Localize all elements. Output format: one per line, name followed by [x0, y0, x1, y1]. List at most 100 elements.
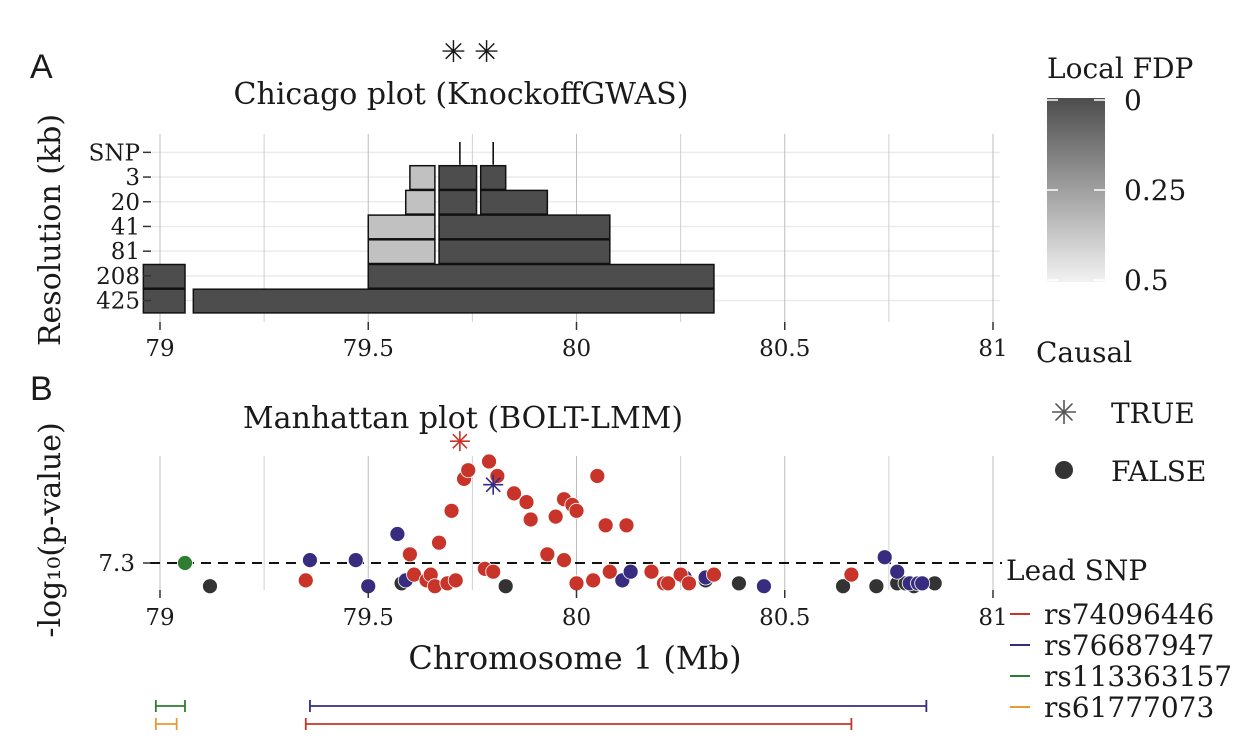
- chicago-blocks: [142, 142, 715, 314]
- manhattan-point: [202, 578, 218, 595]
- causal-point-star: [483, 474, 504, 495]
- chicago-block: [367, 239, 436, 265]
- lead-snp-interval: [309, 700, 928, 712]
- fdp-tick-label: 0.5: [1124, 264, 1169, 297]
- manhattan-point: [843, 566, 860, 583]
- causal-legend-star: [1052, 400, 1076, 424]
- manhattan-x-tick-label: 80: [562, 605, 591, 631]
- manhattan-x-tick-label: 79.5: [343, 605, 394, 631]
- chicago-title-marks: ✳✳: [441, 35, 507, 70]
- manhattan-point: [460, 462, 477, 479]
- chicago-x-tick-label: 79: [145, 336, 174, 362]
- manhattan-threshold: 7.3: [98, 551, 1002, 577]
- lead-snp-intervals: [154, 700, 928, 730]
- manhattan-plot: Manhattan plot (BOLT-LMM) -log₁₀(p-value…: [33, 401, 1008, 730]
- chicago-block: [438, 214, 611, 240]
- manhattan-point: [506, 485, 522, 502]
- manhattan-point: [681, 575, 697, 592]
- manhattan-gridlines: [159, 456, 994, 590]
- fdp-tick-label: 0.25: [1124, 174, 1186, 207]
- chicago-y-tick-label: 3: [125, 165, 140, 191]
- manhattan-point: [389, 526, 406, 542]
- chicago-x-tick-label: 81: [978, 336, 1007, 362]
- manhattan-point: [485, 563, 502, 580]
- lead-snp-legend: Lead SNP rs74096446rs76687947rs113363157…: [1006, 554, 1232, 724]
- manhattan-points: [177, 431, 943, 595]
- manhattan-title: Manhattan plot (BOLT-LMM): [243, 401, 683, 436]
- causal-legend-dot: [1055, 461, 1073, 479]
- local-fdp-legend: Local FDP 0 0.25 0.5: [1047, 52, 1193, 297]
- manhattan-y-tick-label: 7.3: [98, 551, 135, 577]
- manhattan-point: [568, 502, 585, 519]
- manhattan-point: [589, 468, 606, 484]
- manhattan-point: [585, 572, 602, 589]
- manhattan-point: [539, 546, 556, 563]
- manhattan-point: [731, 575, 747, 592]
- chicago-block: [404, 189, 436, 215]
- chicago-block: [409, 164, 436, 191]
- manhattan-point: [643, 563, 660, 580]
- manhattan-x-ticks: 79 79.5 80 80.5 81: [145, 590, 1008, 631]
- lead-snp-interval: [154, 718, 178, 730]
- manhattan-point: [497, 578, 514, 595]
- manhattan-point: [889, 563, 906, 580]
- manhattan-point: [568, 575, 585, 592]
- chicago-block: [367, 214, 436, 240]
- panel-label-a: A: [30, 48, 53, 86]
- manhattan-point: [597, 517, 614, 534]
- chicago-title: Chicago plot (KnockoffGWAS): [234, 77, 689, 112]
- chicago-x-ticks: 79 79.5 80 80.5 81: [145, 322, 1008, 362]
- manhattan-point: [556, 552, 572, 568]
- manhattan-point: [756, 578, 772, 595]
- manhattan-point: [431, 534, 447, 551]
- lead-legend-label: rs76687947: [1044, 629, 1214, 662]
- local-fdp-legend-title: Local FDP: [1047, 52, 1193, 85]
- lead-snp-legend-title: Lead SNP: [1006, 554, 1147, 587]
- chicago-y-tick-label: 208: [96, 264, 140, 290]
- manhattan-x-tick-label: 81: [978, 605, 1007, 631]
- lead-legend-label: rs113363157: [1044, 660, 1232, 693]
- manhattan-point: [522, 511, 539, 528]
- manhattan-point: [660, 575, 677, 592]
- chicago-y-axis-label: Resolution (kb): [33, 114, 68, 346]
- lead-legend-label: rs61777073: [1044, 691, 1214, 724]
- manhattan-x-tick-label: 80.5: [759, 605, 810, 631]
- manhattan-y-axis-label: -log₁₀(p-value): [33, 422, 68, 637]
- manhattan-x-tick-label: 79: [145, 605, 174, 631]
- lead-snp-interval: [304, 718, 853, 730]
- manhattan-point: [447, 572, 464, 589]
- manhattan-point: [914, 575, 931, 592]
- chicago-x-tick-label: 79.5: [343, 336, 394, 362]
- causal-legend-label: FALSE: [1111, 455, 1206, 488]
- panel-label-b: B: [30, 370, 53, 408]
- chicago-block: [192, 288, 715, 314]
- manhattan-point: [868, 578, 885, 595]
- manhattan-point: [876, 549, 893, 566]
- chicago-x-tick-label: 80: [562, 336, 591, 362]
- causal-point-star: [449, 431, 470, 452]
- causal-legend-title: Causal: [1036, 336, 1132, 369]
- chicago-y-tick-label: 41: [111, 214, 140, 240]
- chicago-y-tick-label: 81: [111, 239, 140, 265]
- manhattan-point: [601, 563, 618, 580]
- chicago-plot: ✳✳ Chicago plot (KnockoffGWAS) Resolutio…: [33, 35, 1008, 362]
- chicago-block: [438, 164, 478, 191]
- manhattan-x-axis-label: Chromosome 1 (Mb): [408, 639, 741, 677]
- manhattan-point: [835, 578, 851, 595]
- causal-legend: Causal TRUE FALSE: [1036, 336, 1206, 488]
- manhattan-point: [706, 566, 722, 583]
- chicago-block: [479, 189, 549, 215]
- manhattan-point: [347, 552, 364, 568]
- causal-legend-label: TRUE: [1111, 397, 1195, 430]
- chicago-y-tick-label: 425: [96, 289, 140, 315]
- fdp-tick-label: 0: [1124, 84, 1142, 117]
- manhattan-point: [518, 494, 535, 511]
- manhattan-point: [618, 517, 635, 534]
- manhattan-point: [481, 453, 497, 470]
- chicago-block: [438, 239, 611, 265]
- manhattan-point: [622, 563, 639, 580]
- manhattan-point: [302, 552, 318, 568]
- chicago-x-tick-label: 80.5: [759, 336, 810, 362]
- chicago-block: [438, 189, 478, 215]
